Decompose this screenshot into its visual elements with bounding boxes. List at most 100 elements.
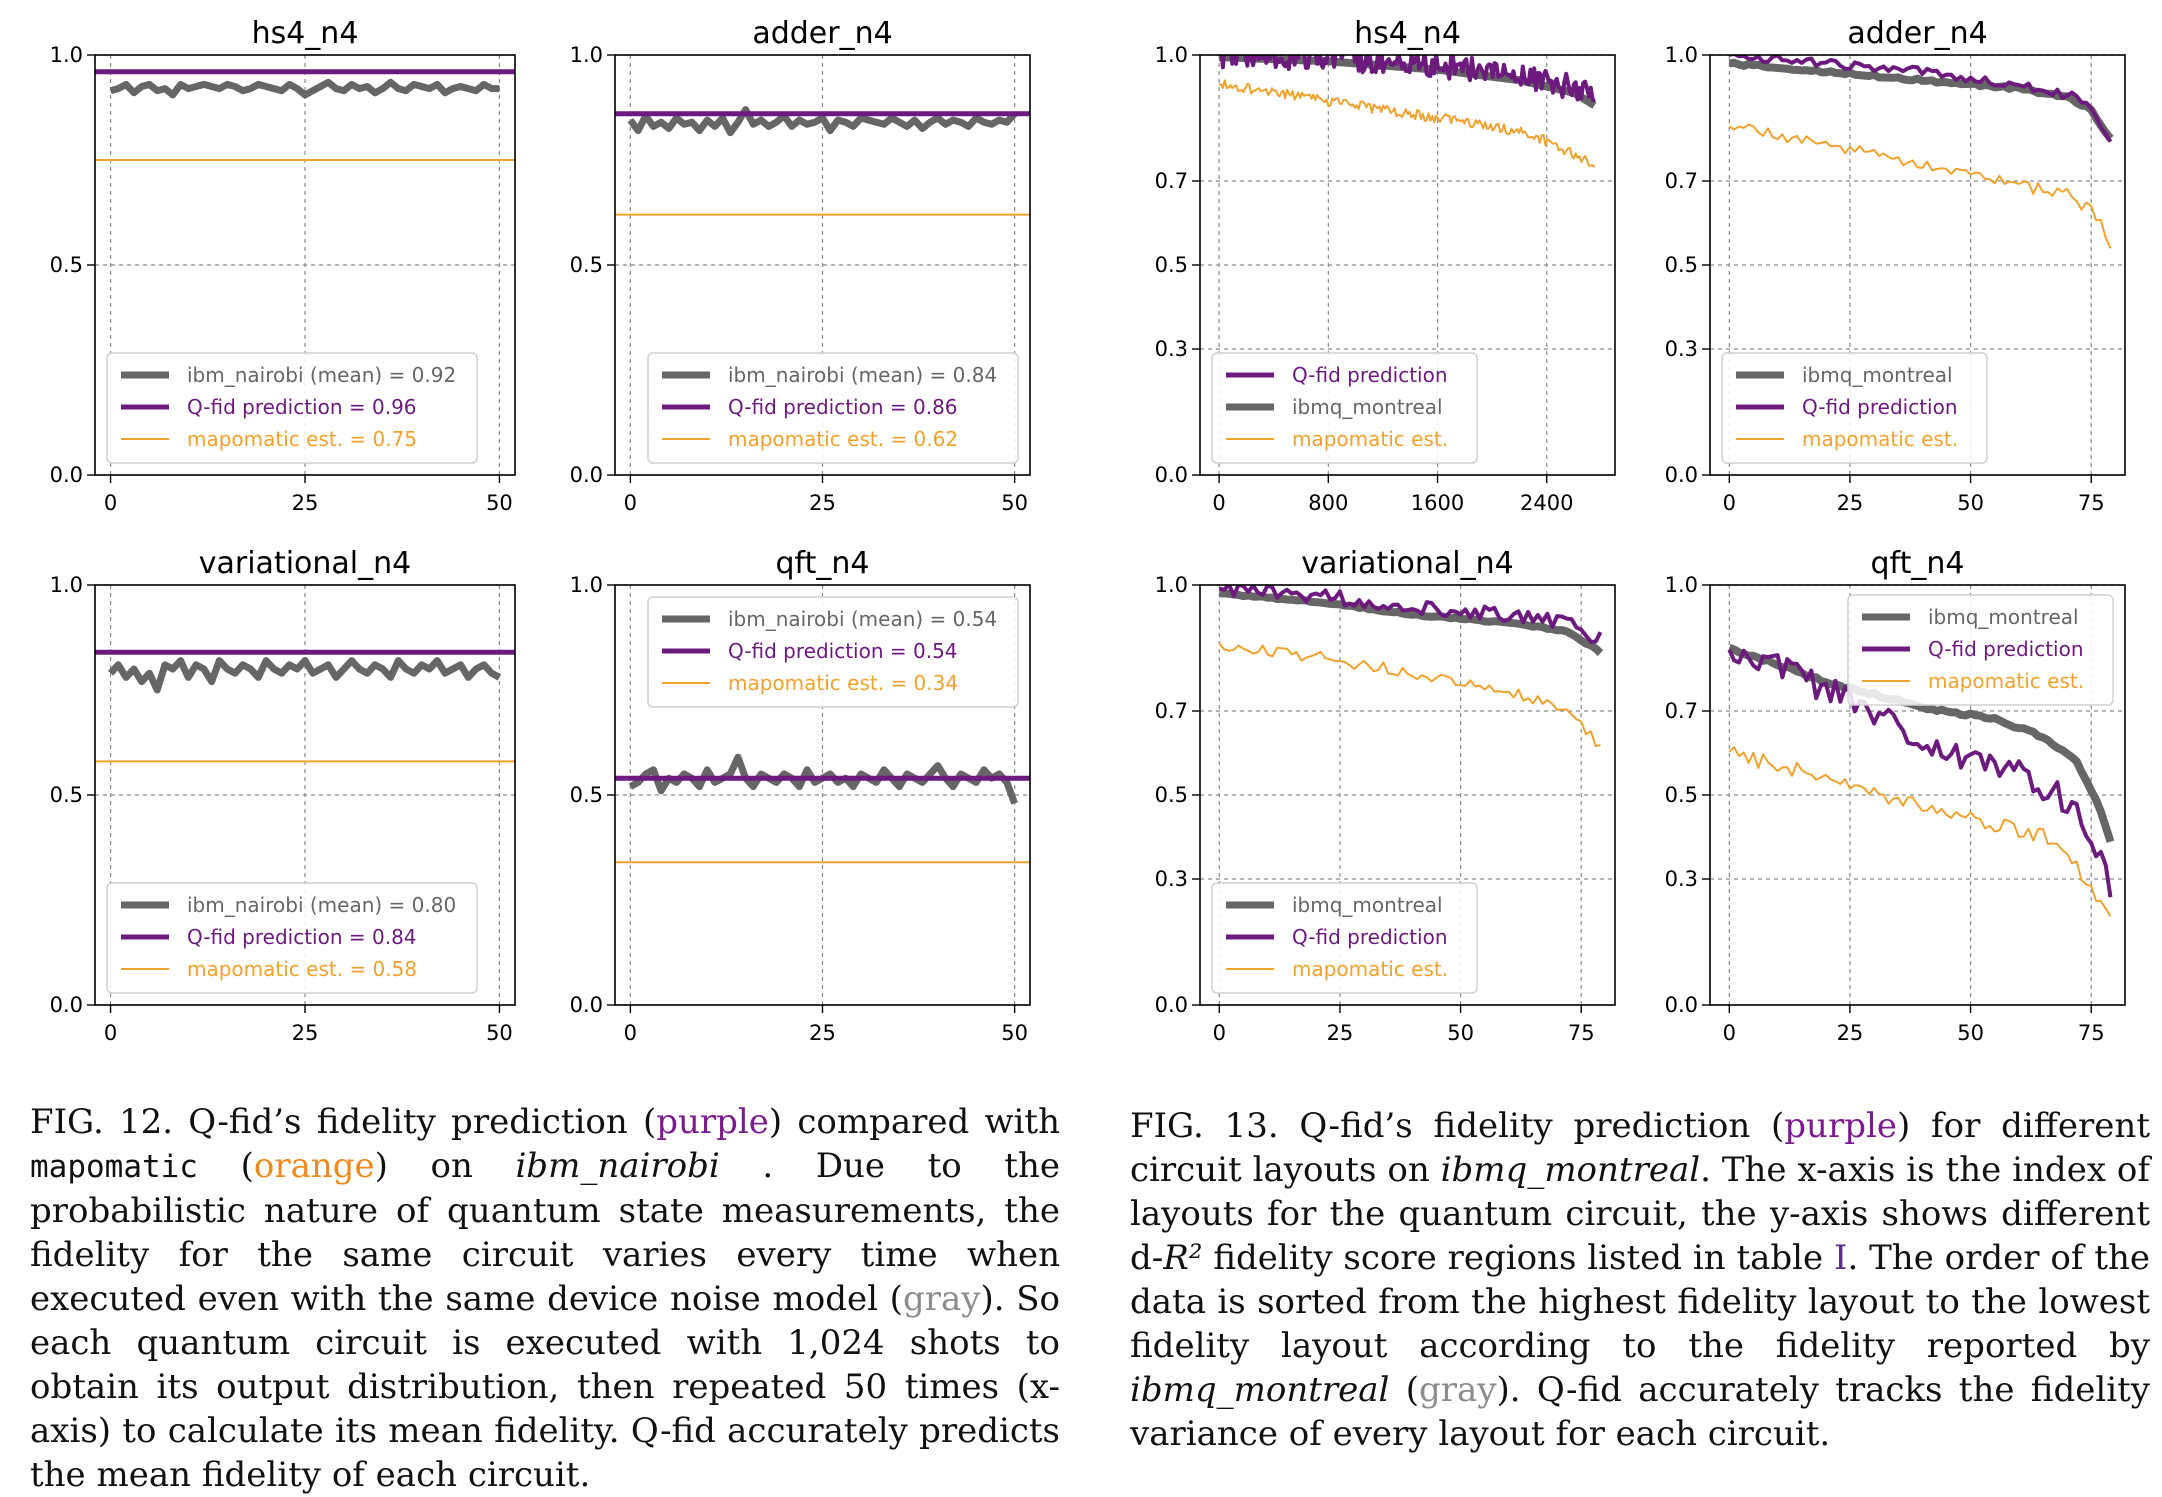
x-tick-label: 0 — [624, 1021, 637, 1045]
plot-area — [1218, 585, 1604, 748]
chart-legend: ibmq_montreal Q-fid prediction mapomatic e… — [1211, 882, 1478, 994]
legend-label: ibmq_montreal — [1802, 363, 1953, 387]
y-tick-label: 1.0 — [50, 573, 83, 597]
x-tick-label: 50 — [1447, 1021, 1474, 1045]
legend-label: Q-fid prediction = 0.86 — [728, 395, 958, 419]
chart-title: qft_n4 — [1871, 546, 1965, 581]
chart-legend: Q-fid prediction ibmq_montreal mapomatic e… — [1211, 352, 1478, 464]
legend-label: ibm_nairobi (mean) = 0.92 — [187, 363, 456, 387]
y-tick-label: 0.5 — [1665, 783, 1698, 807]
chart-panel: adder_n4 0 25 50 0.0 0.5 1.0 ibm_nairobi (mean)… — [570, 16, 1031, 515]
legend-label: Q-fid prediction — [1292, 925, 1448, 949]
chart-legend: ibm_nairobi (mean) = 0.92 Q-fid predictio… — [106, 352, 478, 464]
y-tick-label: 0.0 — [1665, 463, 1698, 487]
purple-series-line — [1217, 55, 1597, 103]
orange-series-line — [1218, 642, 1601, 748]
orange-series-line — [1728, 123, 2112, 249]
chart-legend: ibmq_montreal Q-fid prediction mapomatic e… — [1847, 594, 2114, 706]
legend-box — [106, 352, 478, 464]
plot-area — [1727, 644, 2115, 917]
x-tick-label: 50 — [1957, 491, 1984, 515]
y-tick-label: 0.0 — [1665, 993, 1698, 1017]
y-tick-label: 0.5 — [50, 783, 83, 807]
x-tick-label: 25 — [1327, 1021, 1354, 1045]
caption-purple-word: purple — [656, 1102, 769, 1142]
measured-fidelity-line — [108, 657, 502, 694]
legend-box — [106, 882, 478, 994]
table-reference-link[interactable]: I — [1834, 1238, 1848, 1278]
y-tick-label: 0.5 — [1155, 783, 1188, 807]
x-tick-label: 25 — [292, 491, 319, 515]
y-tick-label: 0.7 — [1665, 699, 1698, 723]
caption-text: FIG. 13. Q-fid’s fidelity prediction ( — [1130, 1106, 1785, 1146]
y-tick-label: 0.0 — [50, 463, 83, 487]
plot-area — [1217, 55, 1597, 168]
chart-panel: variational_n4 0 25 50 0.0 0.5 1.0 ibm_nairobi … — [50, 546, 516, 1045]
plot-area — [95, 69, 515, 161]
legend-label: ibm_nairobi (mean) = 0.80 — [187, 893, 456, 917]
caption-text: ) compared with — [768, 1102, 1060, 1142]
x-tick-label: 75 — [2078, 491, 2105, 515]
y-tick-label: 1.0 — [570, 43, 603, 67]
chart-title: adder_n4 — [1847, 16, 1987, 51]
x-tick-label: 0 — [104, 491, 117, 515]
caption-device-name: ibm_nairobi — [515, 1146, 720, 1186]
chart-panel: qft_n4 0 25 50 0.0 0.5 1.0 ibm_nairobi (mean) =… — [570, 546, 1031, 1045]
measured-fidelity-line — [627, 106, 1018, 137]
plot-area — [615, 106, 1030, 216]
chart-legend: ibm_nairobi (mean) = 0.84 Q-fid predictio… — [647, 352, 1019, 464]
gray-series-line — [1727, 644, 2115, 843]
purple-series-line — [1729, 55, 2113, 143]
x-tick-label: 25 — [1837, 491, 1864, 515]
chart-title: variational_n4 — [1301, 546, 1513, 581]
caption-device-name: ibmq_montreal — [1130, 1370, 1390, 1410]
y-tick-label: 0.7 — [1155, 169, 1188, 193]
caption-r-squared: R² — [1163, 1238, 1203, 1278]
legend-label: ibm_nairobi (mean) = 0.84 — [728, 363, 997, 387]
legend-label: mapomatic est. = 0.62 — [728, 427, 958, 451]
x-tick-label: 50 — [1001, 491, 1028, 515]
y-tick-label: 0.7 — [1665, 169, 1698, 193]
x-tick-label: 75 — [2078, 1021, 2105, 1045]
legend-label: ibmq_montreal — [1292, 395, 1443, 419]
legend-label: ibm_nairobi (mean) = 0.54 — [728, 607, 997, 631]
chart-panel: qft_n4 0 25 50 75 0.0 0.3 0.5 0.7 1.0 ibmq_montrea… — [1665, 546, 2126, 1045]
x-tick-label: 25 — [809, 1021, 836, 1045]
y-tick-label: 0.0 — [50, 993, 83, 1017]
chart-panel: hs4_n4 0 25 50 0.0 0.5 1.0 ibm_nairobi (mean) =… — [50, 16, 516, 515]
y-tick-label: 0.3 — [1155, 867, 1188, 891]
chart-legend: ibmq_montreal Q-fid prediction mapomatic e… — [1721, 352, 1988, 464]
legend-box — [1211, 882, 1478, 994]
chart-panel: hs4_n4 0 800 1600 2400 0.0 0.3 0.5 0.7 1.0 Q-fid p… — [1155, 16, 1616, 515]
x-tick-label: 25 — [1837, 1021, 1864, 1045]
y-tick-label: 0.3 — [1665, 867, 1698, 891]
legend-label: mapomatic est. = 0.75 — [187, 427, 417, 451]
caption-text: . The x-axis is the index of layouts for… — [1130, 1150, 2150, 1278]
legend-label: Q-fid prediction — [1802, 395, 1958, 419]
caption-gray-word: gray — [902, 1279, 981, 1319]
y-tick-label: 1.0 — [50, 43, 83, 67]
y-tick-label: 1.0 — [1665, 43, 1698, 67]
legend-label: Q-fid prediction = 0.84 — [187, 925, 417, 949]
caption-text: ). Q-fid accurately tracks the fidelity … — [1130, 1370, 2150, 1454]
x-tick-label: 2400 — [1520, 491, 1573, 515]
caption-purple-word: purple — [1784, 1106, 1897, 1146]
y-tick-label: 1.0 — [1665, 573, 1698, 597]
y-tick-label: 0.7 — [1155, 699, 1188, 723]
y-tick-label: 0.5 — [570, 253, 603, 277]
y-tick-label: 0.5 — [1155, 253, 1188, 277]
gray-series-line — [1219, 589, 1604, 656]
legend-box — [647, 352, 1019, 464]
y-tick-label: 1.0 — [570, 573, 603, 597]
y-tick-label: 1.0 — [1155, 573, 1188, 597]
chart-title: adder_n4 — [752, 16, 892, 51]
y-tick-label: 0.5 — [570, 783, 603, 807]
legend-label: Q-fid prediction — [1928, 637, 2084, 661]
x-tick-label: 0 — [1723, 1021, 1736, 1045]
legend-label: mapomatic est. — [1928, 669, 2084, 693]
chart-panel: adder_n4 0 25 50 75 0.0 0.3 0.5 0.7 1.0 ibmq_montr… — [1665, 16, 2126, 515]
caption-text: ( — [1389, 1370, 1420, 1410]
legend-label: ibmq_montreal — [1292, 893, 1443, 917]
legend-box — [647, 596, 1019, 708]
x-tick-label: 800 — [1308, 491, 1348, 515]
